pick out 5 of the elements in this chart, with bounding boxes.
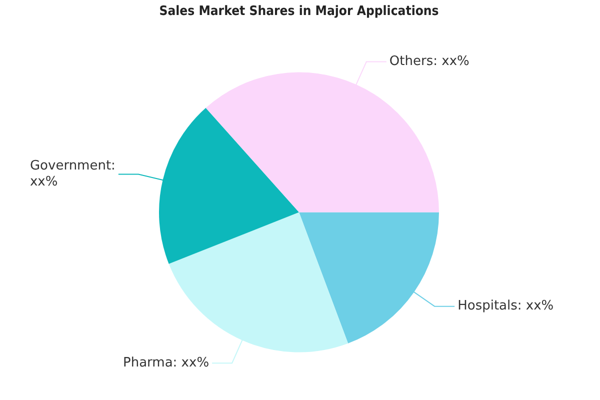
- slice-label: Government: xx%: [30, 158, 116, 190]
- slice-label: Others: xx%: [389, 54, 470, 70]
- slice-label: Pharma: xx%: [123, 355, 210, 370]
- slice-label: Hospitals: xx%: [458, 298, 554, 314]
- chart-title: Sales Market Shares in Major Applications: [159, 2, 439, 18]
